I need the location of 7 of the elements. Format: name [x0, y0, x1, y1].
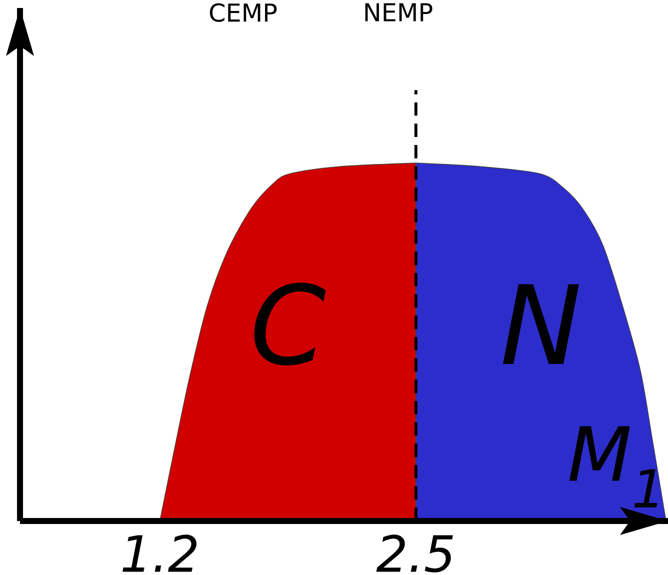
- legend-label: C: [254, 282, 326, 366]
- series-label: N: [502, 284, 579, 364]
- text: NEMP: [365, 3, 432, 22]
- x-tick-label: 1.2: [122, 534, 196, 572]
- x-axis-title: M$_{1}$: [569, 426, 658, 508]
- x-tick-label: 2.5: [376, 534, 453, 572]
- text: CEMP: [210, 3, 277, 22]
